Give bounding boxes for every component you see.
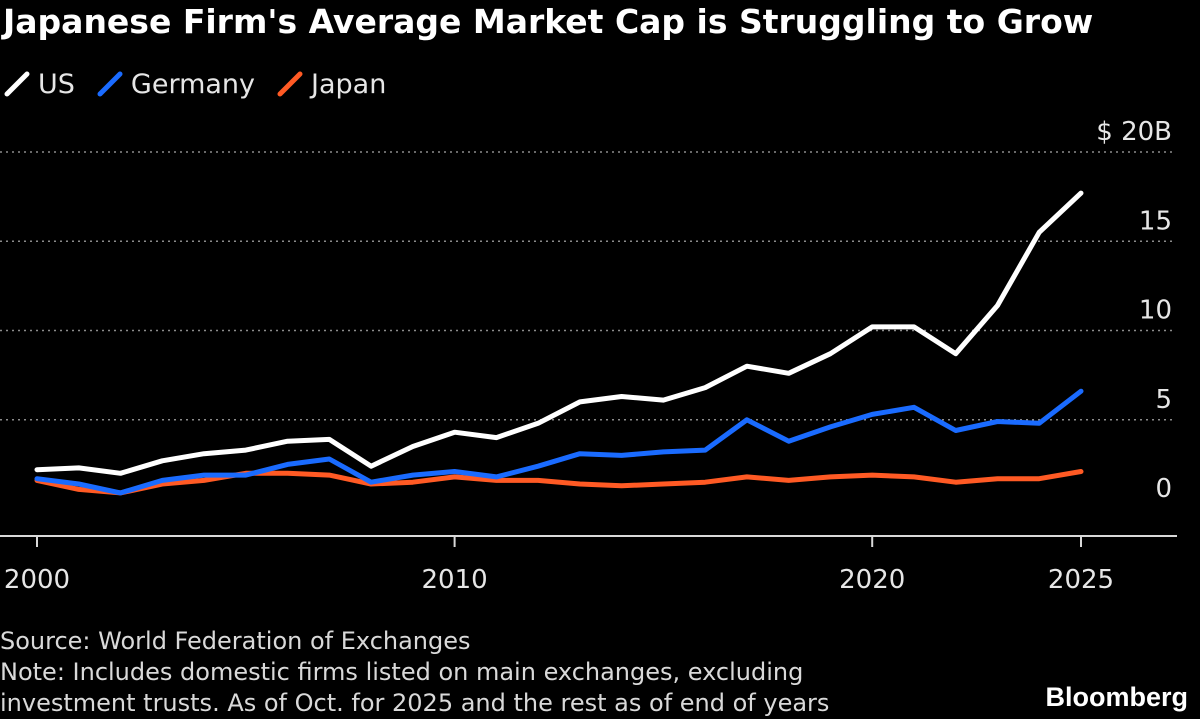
series-line-us — [34, 190, 1084, 476]
x-tick-label-2025: 2025 — [1048, 565, 1114, 595]
note-line-1: Note: Includes domestic firms listed on … — [0, 658, 804, 686]
series-line-japan — [34, 469, 1084, 496]
note-line-2: investment trusts. As of Oct. for 2025 a… — [0, 689, 830, 717]
legend-label-germany: Germany — [130, 68, 256, 100]
chart-title: Japanese Firm's Average Market Cap is St… — [3, 2, 1094, 41]
legend: US Germany Japan — [4, 66, 408, 102]
legend-swatch-japan — [277, 71, 303, 97]
x-tick-label-2010: 2010 — [422, 565, 488, 595]
legend-swatch-germany — [97, 71, 123, 97]
y-tick-label-15: 15 — [1139, 206, 1172, 236]
x-tick-label-2020: 2020 — [839, 565, 905, 595]
source-text: Source: World Federation of Exchanges — [0, 627, 471, 655]
legend-label-japan: Japan — [311, 68, 387, 100]
x-tick-label-2000: 2000 — [4, 565, 70, 595]
y-tick-label-20: $ 20B — [1096, 117, 1172, 147]
bloomberg-logo: Bloomberg — [1045, 682, 1188, 712]
legend-label-us: US — [38, 68, 75, 100]
y-tick-label-5: 5 — [1155, 385, 1172, 415]
series-line-germany — [34, 388, 1084, 496]
line-chart: 0 5 10 15 $ 20B 2000 2010 2020 2025 — [0, 117, 1177, 595]
y-tick-label-0: 0 — [1155, 474, 1172, 504]
y-tick-label-10: 10 — [1139, 296, 1172, 326]
legend-item-japan: Japan — [277, 69, 386, 100]
footer-notes: Source: World Federation of Exchanges No… — [0, 626, 829, 719]
legend-swatch-us — [4, 71, 30, 97]
legend-item-us: US — [4, 69, 75, 100]
legend-item-germany: Germany — [97, 69, 255, 100]
